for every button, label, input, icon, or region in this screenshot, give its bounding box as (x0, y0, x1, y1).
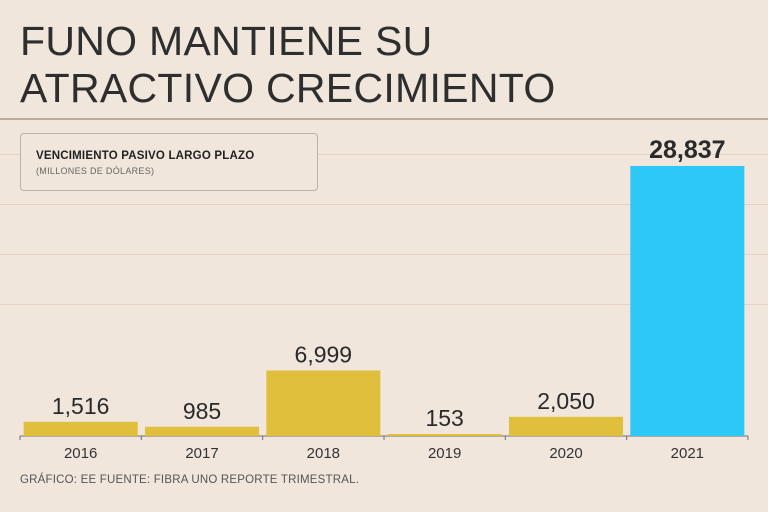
chart-title: FUNO MANTIENE SU ATRACTIVO CRECIMIENTO (20, 18, 556, 112)
x-tick-label-2019: 2019 (428, 445, 461, 462)
data-label-2021: 28,837 (649, 136, 725, 164)
data-label-2020: 2,050 (537, 388, 595, 414)
bar-2017 (145, 426, 259, 436)
x-tick-label-2020: 2020 (549, 445, 582, 462)
bar-2019 (387, 434, 502, 436)
bar-2016 (23, 421, 138, 436)
data-label-2019: 153 (425, 405, 463, 431)
background-rule (0, 254, 768, 255)
legend-box: VENCIMIENTO PASIVO LARGO PLAZO (MILLONES… (20, 133, 318, 191)
data-label-2018: 6,999 (295, 341, 353, 367)
legend-title: VENCIMIENTO PASIVO LARGO PLAZO (36, 150, 255, 162)
background-rule (0, 204, 768, 205)
background-rule (0, 154, 768, 155)
background-rule (0, 304, 768, 305)
x-tick-label-2021: 2021 (671, 445, 704, 462)
bar-2020 (509, 416, 623, 436)
legend-subtitle: (MILLONES DE DÓLARES) (36, 166, 155, 176)
title-line-2: ATRACTIVO CRECIMIENTO (20, 65, 556, 111)
x-tick-label-2016: 2016 (64, 445, 97, 462)
title-line-1: FUNO MANTIENE SU (20, 18, 433, 64)
bar-2018 (266, 370, 381, 436)
data-label-2017: 985 (183, 398, 221, 424)
x-tick-label-2018: 2018 (307, 445, 340, 462)
source-footer: GRÁFICO: EE FUENTE: FIBRA UNO REPORTE TR… (20, 474, 360, 486)
x-tick-label-2017: 2017 (185, 445, 218, 462)
data-label-2016: 1,516 (52, 393, 110, 419)
bar-2021 (630, 166, 745, 436)
title-divider (0, 118, 768, 120)
